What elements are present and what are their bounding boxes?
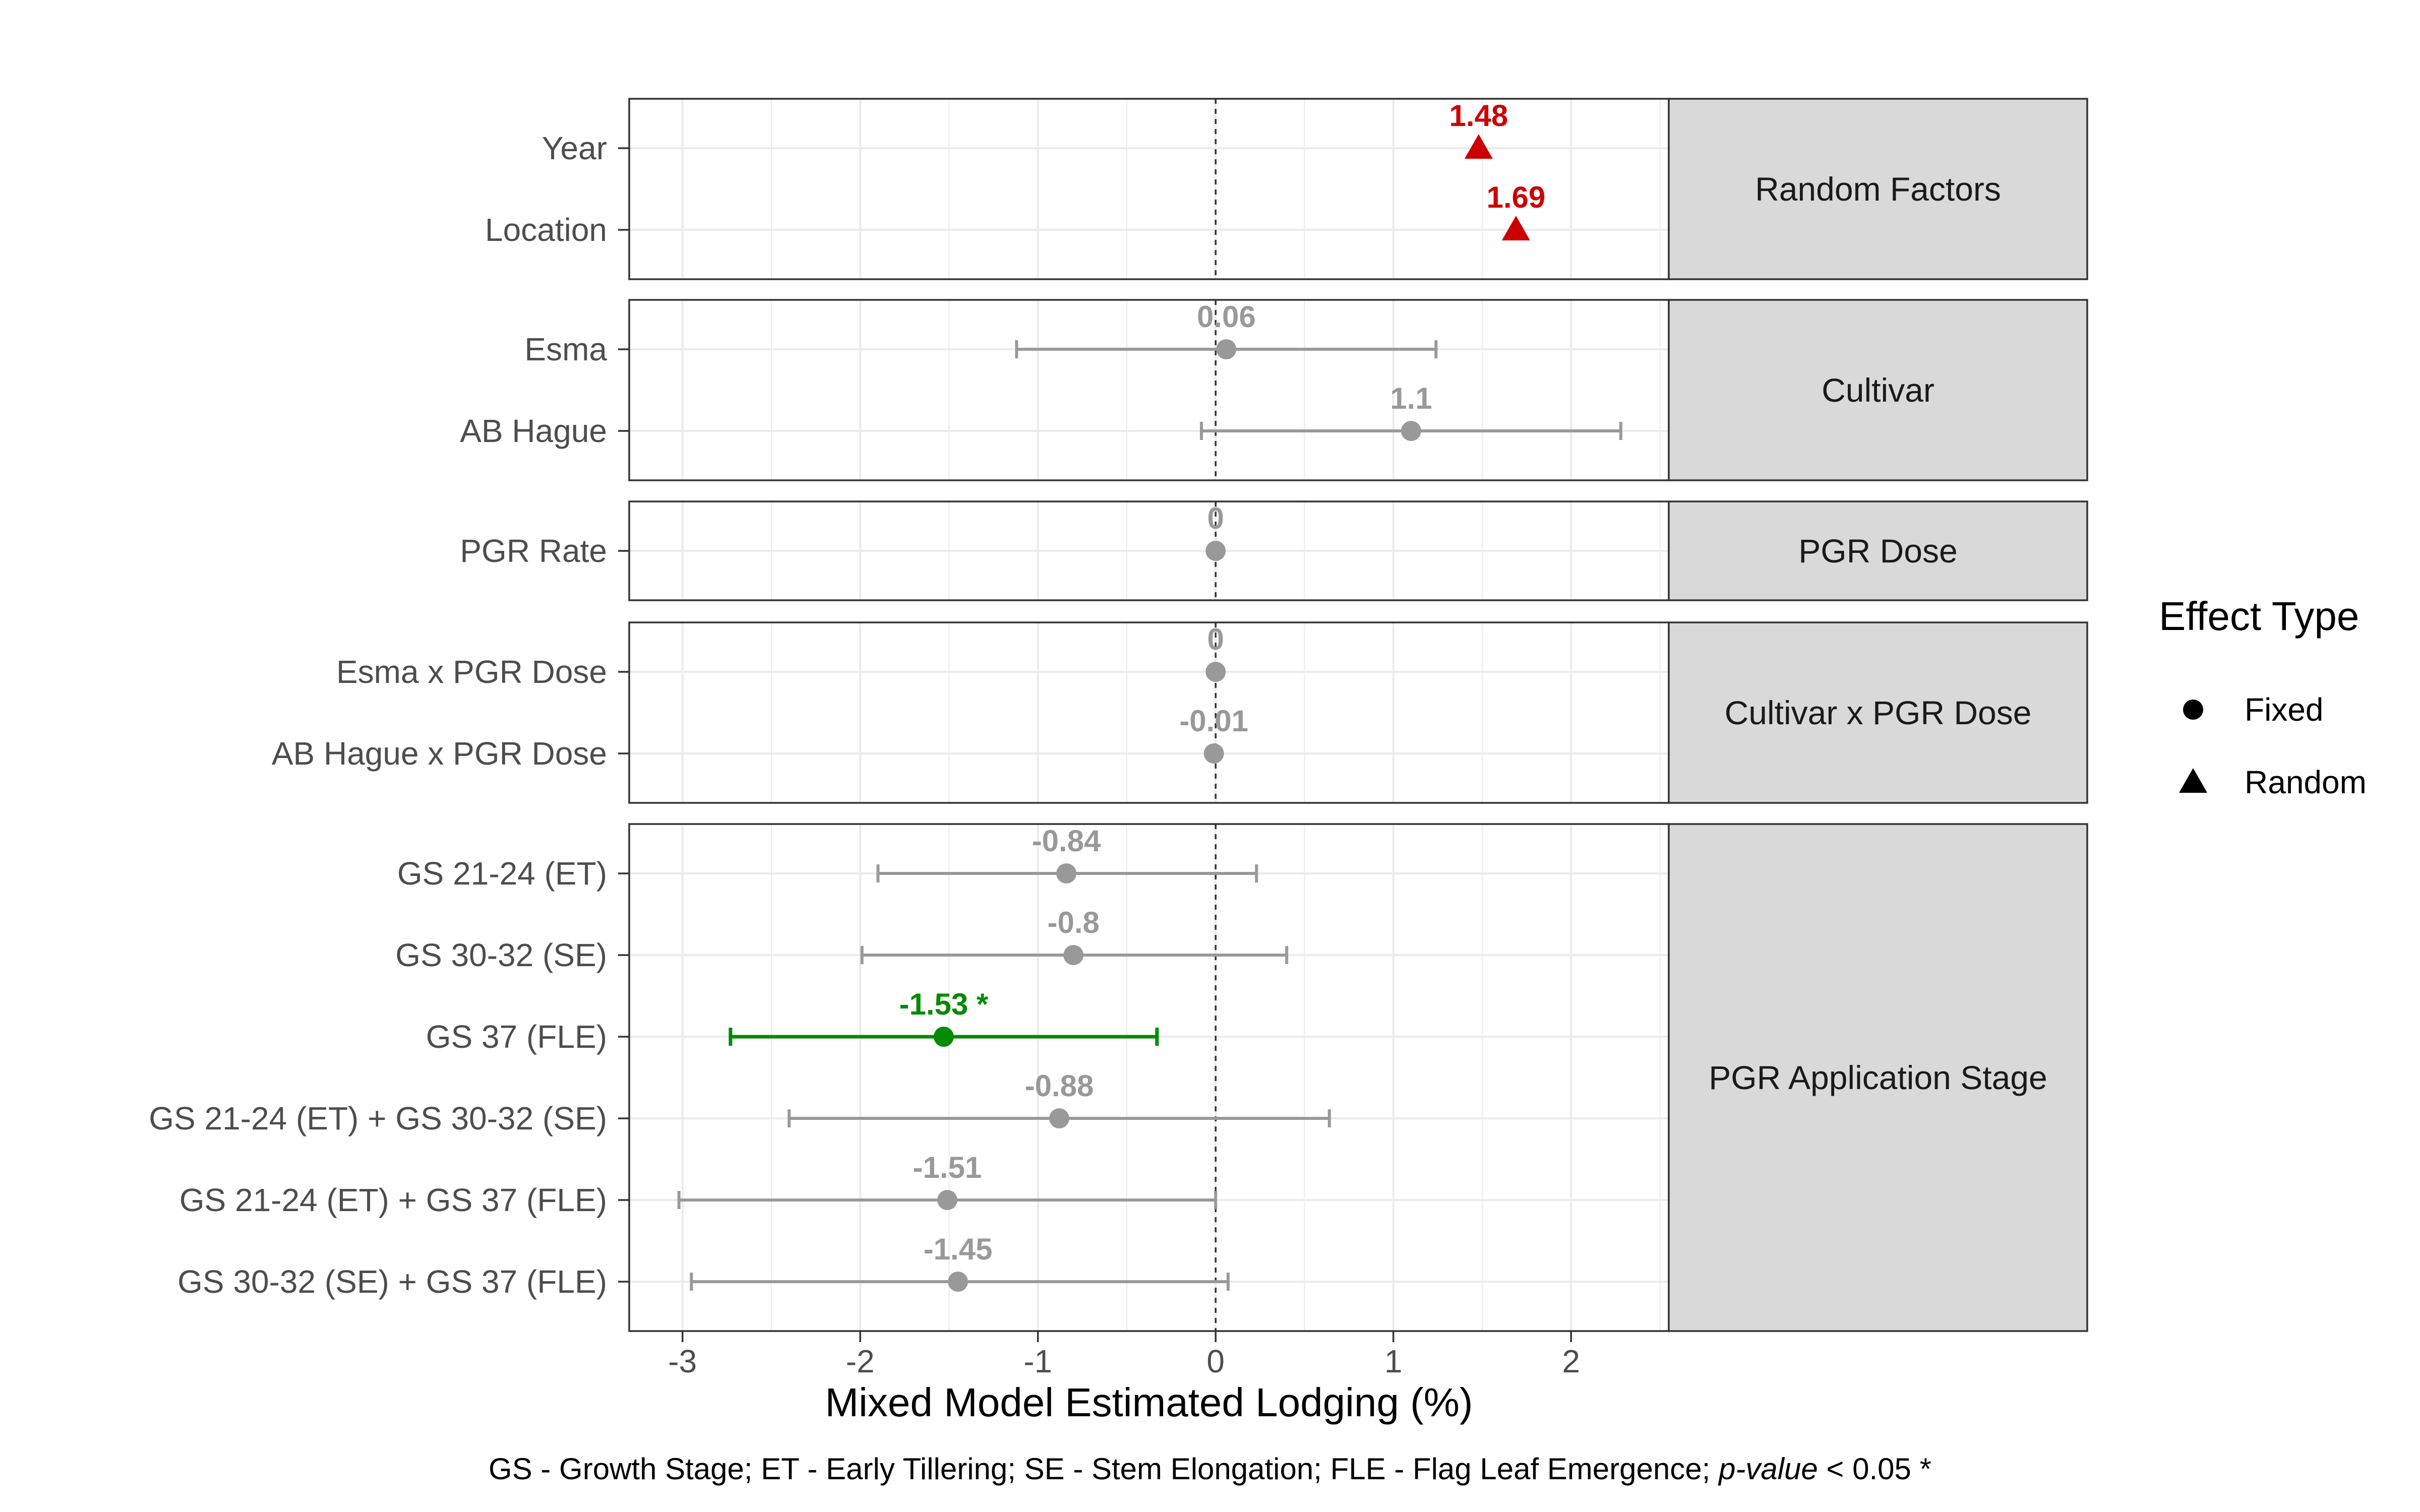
y-tick-label: GS 37 (FLE): [426, 1019, 607, 1055]
legend-label: Random: [2245, 764, 2367, 800]
caption-suffix: < 0.05 *: [1818, 1452, 1931, 1486]
estimate-row: Esma x PGR Dose 0: [336, 622, 1226, 690]
x-tick-label: 2: [1562, 1343, 1580, 1379]
value-label: 0.06: [1197, 300, 1256, 334]
fixed-effect-point: [1205, 662, 1226, 682]
x-tick-label: 0: [1206, 1343, 1225, 1379]
y-tick-label: Esma x PGR Dose: [336, 654, 607, 690]
caption-italic: p-value: [1718, 1452, 1818, 1486]
facet-strip: [1668, 500, 2088, 601]
legend-title: Effect Type: [2159, 594, 2359, 639]
value-label: 1.48: [1449, 99, 1508, 133]
value-label: -1.51: [913, 1151, 982, 1184]
estimate-row: AB Hague x PGR Dose -0.01: [272, 704, 1248, 772]
panel-background: [629, 824, 1669, 1331]
x-axis-title: Mixed Model Estimated Lodging (%): [825, 1380, 1473, 1425]
estimate-row: GS 21-24 (ET) -0.84: [397, 824, 1258, 892]
caption-text: GS - Growth Stage; ET - Early Tillering;…: [489, 1452, 1719, 1486]
estimate-row: GS 30-32 (SE) + GS 37 (FLE) -1.45: [177, 1232, 1230, 1300]
estimate-row: GS 37 (FLE) -1.53 *: [426, 987, 1159, 1055]
legend: Effect Type Fixed Random: [2159, 594, 2367, 800]
facet-panel-1: Year 1.48 Location 1.69 Random Factors: [485, 98, 2088, 280]
estimate-row: PGR Rate 0: [460, 501, 1226, 569]
facet-strip: [1668, 299, 2088, 481]
fixed-effect-point: [1056, 863, 1077, 884]
fixed-effect-point: [1049, 1108, 1069, 1128]
estimate-row: Year 1.48: [542, 99, 1508, 166]
random-effect-triangle: [1501, 216, 1530, 240]
fixed-effect-point: [1203, 743, 1224, 764]
fixed-effect-point: [1216, 339, 1237, 359]
legend-key: [2179, 768, 2207, 793]
y-tick-label: Esma: [524, 331, 607, 367]
y-tick-label: Location: [485, 212, 607, 248]
caption: GS - Growth Stage; ET - Early Tillering;…: [489, 1452, 1931, 1486]
panel-background: [629, 300, 1669, 480]
estimate-row: GS 30-32 (SE) -0.8: [395, 906, 1289, 973]
value-label: -0.8: [1048, 906, 1100, 939]
fixed-effect-point: [1401, 421, 1421, 441]
facet-panel-3: PGR Rate 0 PGR Dose: [460, 500, 2088, 601]
fixed-effect-point: [933, 1027, 954, 1047]
legend-label: Fixed: [2245, 691, 2324, 728]
fixed-effect-point: [1205, 541, 1226, 561]
y-tick-label: GS 21-24 (ET) + GS 37 (FLE): [179, 1182, 607, 1218]
estimate-row: GS 21-24 (ET) + GS 37 (FLE) -1.51: [179, 1151, 1218, 1218]
panel-background: [629, 622, 1669, 803]
facet-panel-2: Esma 0.06 AB Hague 1.1 Cultivar: [460, 299, 2088, 481]
value-label: -0.88: [1025, 1069, 1094, 1103]
value-label: 1.1: [1390, 382, 1432, 415]
fixed-effect-point: [1063, 945, 1084, 965]
x-tick-label: 1: [1384, 1343, 1403, 1379]
value-label: -1.45: [924, 1232, 993, 1266]
y-tick-label: Year: [542, 130, 607, 166]
y-tick-label: AB Hague x PGR Dose: [272, 735, 607, 772]
estimate-row: AB Hague 1.1: [460, 382, 1622, 449]
y-tick-label: GS 30-32 (SE) + GS 37 (FLE): [177, 1264, 607, 1300]
facet-strip-label: Cultivar x PGR Dose: [1725, 694, 2032, 731]
facet-strip-label: PGR Dose: [1798, 532, 1957, 570]
value-label: 1.69: [1486, 180, 1545, 214]
random-effect-triangle: [1464, 134, 1493, 159]
legend-circle-icon: [2183, 700, 2203, 720]
x-tick-label: -1: [1023, 1343, 1052, 1379]
facet-strip-label: Cultivar: [1822, 371, 1934, 409]
y-tick-label: AB Hague: [460, 413, 607, 449]
estimate-row: Esma 0.06: [524, 300, 1438, 367]
x-axis: -3 -2 -1 0 1 2: [668, 1331, 1580, 1379]
facet-strip-label: Random Factors: [1755, 170, 2001, 208]
x-tick-label: -2: [846, 1343, 875, 1379]
y-tick-label: GS 21-24 (ET): [397, 855, 607, 892]
legend-key: [2183, 700, 2203, 720]
y-tick-label: PGR Rate: [460, 533, 607, 569]
x-tick-label: -3: [668, 1343, 697, 1379]
value-label: -0.84: [1032, 824, 1101, 858]
value-label: 0: [1207, 622, 1224, 656]
facet-strip: [1668, 98, 2088, 280]
value-label: 0: [1207, 501, 1224, 535]
panel-background: [629, 99, 1669, 279]
y-tick-label: GS 21-24 (ET) + GS 30-32 (SE): [149, 1100, 607, 1137]
value-label: -1.53 *: [899, 987, 988, 1021]
facet-strip: [1668, 823, 2088, 1332]
fixed-effect-point: [948, 1272, 969, 1292]
facet-panel-5: GS 21-24 (ET) -0.84 GS 30-32 (SE) -0.8 GS 37…: [149, 823, 2088, 1379]
estimate-row: Location 1.69: [485, 180, 1545, 248]
facet-strip: [1668, 621, 2088, 804]
legend-triangle-icon: [2179, 768, 2207, 793]
facet-strip-label: PGR Application Stage: [1709, 1059, 2047, 1096]
fixed-effect-point: [937, 1190, 957, 1210]
y-tick-label: GS 30-32 (SE): [395, 937, 607, 973]
facet-panel-4: Esma x PGR Dose 0 AB Hague x PGR Dose -0.01…: [272, 621, 2088, 804]
estimate-row: GS 21-24 (ET) + GS 30-32 (SE) -0.88: [149, 1069, 1331, 1137]
value-label: -0.01: [1179, 704, 1248, 738]
